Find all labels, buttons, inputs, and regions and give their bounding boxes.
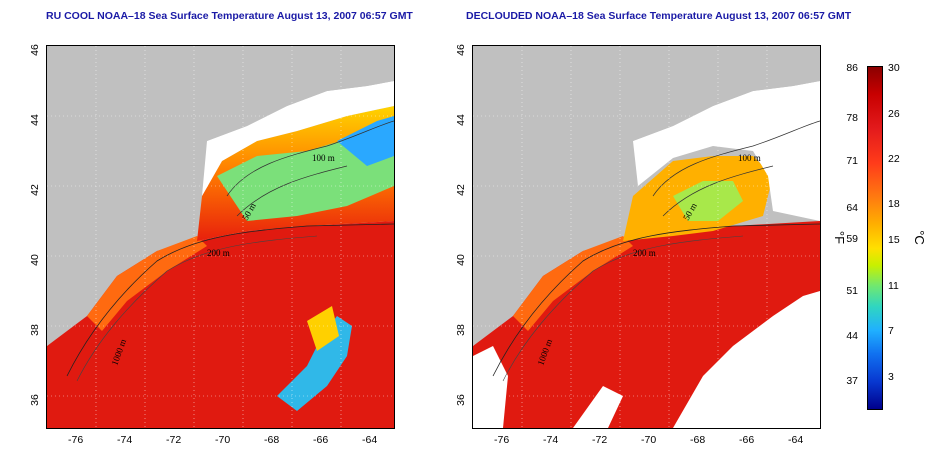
colorbar-c-tick: 22 bbox=[888, 153, 900, 165]
colorbar-c-tick: 30 bbox=[888, 62, 900, 74]
celsius-unit: °C bbox=[911, 230, 927, 245]
right-lon-tick: -66 bbox=[739, 434, 755, 446]
right-lon-tick: -76 bbox=[494, 434, 510, 446]
left-lon-tick: -72 bbox=[166, 434, 182, 446]
colorbar-f-tick: 86 bbox=[846, 62, 858, 74]
left-lon-tick: -68 bbox=[264, 434, 280, 446]
colorbar-f-tick: 37 bbox=[846, 375, 858, 387]
right-lat-tick: 38 bbox=[455, 324, 467, 336]
right-lat-tick: 40 bbox=[455, 254, 467, 266]
left-lat-tick: 46 bbox=[29, 44, 41, 56]
left-lat-tick: 38 bbox=[29, 324, 41, 336]
left-lat-tick: 42 bbox=[29, 184, 41, 196]
right-lon-tick: -68 bbox=[690, 434, 706, 446]
contour-label-200m: 200 m bbox=[207, 248, 230, 258]
right-lat-tick: 36 bbox=[455, 394, 467, 406]
right-lon-tick: -70 bbox=[641, 434, 657, 446]
colorbar-f-tick: 59 bbox=[846, 233, 858, 245]
left-map-title: RU COOL NOAA–18 Sea Surface Temperature … bbox=[46, 10, 413, 22]
right-sst-map: 100 m 50 m 200 m 1000 m bbox=[472, 45, 821, 429]
fahrenheit-unit: °F bbox=[832, 230, 848, 245]
left-lon-tick: -66 bbox=[313, 434, 329, 446]
colorbar-c-tick: 11 bbox=[888, 280, 899, 292]
right-lon-tick: -72 bbox=[592, 434, 608, 446]
colorbar-f-tick: 71 bbox=[846, 155, 858, 167]
left-sst-map: 100 m 50 m 200 m 1000 m bbox=[46, 45, 395, 429]
contour-label-100m: 100 m bbox=[312, 153, 335, 163]
right-lat-tick: 46 bbox=[455, 44, 467, 56]
contour-label-200m: 200 m bbox=[633, 248, 656, 258]
left-lat-tick: 36 bbox=[29, 394, 41, 406]
left-lat-tick: 40 bbox=[29, 254, 41, 266]
colorbar-c-tick: 3 bbox=[888, 371, 894, 383]
left-lat-tick: 44 bbox=[29, 114, 41, 126]
colorbar-f-tick: 44 bbox=[846, 330, 858, 342]
left-lon-tick: -70 bbox=[215, 434, 231, 446]
right-lon-tick: -64 bbox=[788, 434, 804, 446]
right-lon-tick: -74 bbox=[543, 434, 559, 446]
right-lat-tick: 42 bbox=[455, 184, 467, 196]
left-lon-tick: -74 bbox=[117, 434, 133, 446]
colorbar-c-tick: 7 bbox=[888, 325, 894, 337]
colorbar bbox=[867, 66, 883, 410]
colorbar-f-tick: 78 bbox=[846, 112, 858, 124]
colorbar-c-tick: 18 bbox=[888, 198, 900, 210]
contour-label-100m: 100 m bbox=[738, 153, 761, 163]
left-lon-tick: -64 bbox=[362, 434, 378, 446]
colorbar-c-tick: 26 bbox=[888, 108, 900, 120]
colorbar-f-tick: 51 bbox=[846, 285, 858, 297]
colorbar-f-tick: 64 bbox=[846, 202, 858, 214]
right-lat-tick: 44 bbox=[455, 114, 467, 126]
right-map-title: DECLOUDED NOAA–18 Sea Surface Temperatur… bbox=[466, 10, 852, 22]
left-lon-tick: -76 bbox=[68, 434, 84, 446]
colorbar-c-tick: 15 bbox=[888, 234, 900, 246]
